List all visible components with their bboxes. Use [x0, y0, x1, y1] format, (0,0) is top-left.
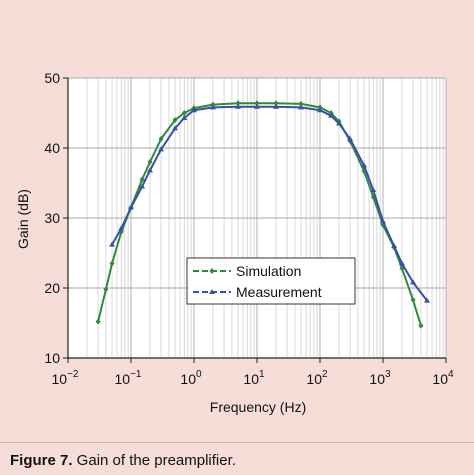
x-tick-label: 10−1 — [115, 369, 142, 387]
legend-label: Measurement — [236, 284, 322, 300]
data-point — [298, 100, 304, 107]
y-tick-label: 20 — [44, 280, 60, 296]
gain-chart: 10 20 30 40 50 10−2 10−1 100 101 102 103 104 Freque… — [15, 70, 454, 415]
data-point — [158, 146, 165, 152]
data-point — [254, 100, 260, 107]
data-point — [410, 279, 417, 285]
data-point — [139, 183, 146, 189]
x-tick-label: 104 — [432, 369, 454, 387]
data-point — [418, 322, 424, 329]
data-point — [370, 187, 377, 192]
x-tick-label: 103 — [369, 369, 391, 387]
data-point — [298, 104, 305, 110]
legend-box — [186, 257, 356, 305]
x-tick-label: 101 — [243, 369, 265, 387]
data-point — [209, 268, 215, 274]
series-layer — [95, 100, 431, 329]
caption-label: Figure 7. — [10, 452, 73, 469]
y-tick-label: 10 — [44, 350, 60, 366]
data-point — [109, 241, 116, 247]
data-point — [191, 107, 197, 113]
tick-labels: 10 20 30 40 50 10−2 10−1 100 101 102 103 104 — [44, 70, 454, 387]
x-axis-label: Frequency (Hz) — [210, 399, 306, 415]
data-point — [103, 286, 109, 293]
data-point — [347, 135, 354, 141]
y-axis-label: Gain (dB) — [15, 189, 31, 249]
y-tick-label: 50 — [44, 70, 60, 86]
data-point — [209, 289, 215, 294]
data-point — [209, 104, 216, 110]
x-tick-label: 102 — [306, 369, 328, 387]
y-tick-label: 40 — [44, 140, 60, 156]
data-point — [273, 100, 279, 107]
data-point — [398, 260, 405, 266]
data-point — [128, 204, 134, 210]
data-point — [272, 103, 279, 109]
data-point — [317, 107, 323, 113]
data-point — [118, 225, 125, 231]
data-point — [335, 120, 342, 126]
data-point — [109, 260, 115, 267]
data-point — [181, 114, 188, 120]
y-tick-label: 30 — [44, 210, 60, 226]
data-point — [424, 297, 431, 303]
data-point — [172, 117, 178, 123]
legend-label: Simulation — [236, 263, 301, 279]
data-point — [95, 318, 101, 325]
data-point — [235, 103, 242, 109]
legend-entry: Simulation — [193, 263, 301, 279]
data-point — [410, 296, 416, 303]
axes — [63, 77, 447, 363]
data-point — [235, 100, 241, 107]
data-point — [380, 218, 386, 224]
series-measurement — [109, 103, 431, 303]
legend: Simulation Measurement — [186, 257, 356, 305]
grid — [67, 77, 447, 359]
data-point — [139, 176, 145, 183]
caption-divider — [0, 442, 474, 443]
data-point — [391, 243, 398, 248]
data-point — [147, 159, 153, 165]
data-point — [146, 167, 153, 173]
data-point — [158, 135, 164, 142]
legend-entry: Measurement — [193, 284, 322, 300]
data-point — [328, 112, 335, 118]
x-tick-label: 100 — [180, 369, 202, 387]
figure-caption: Figure 7. Gain of the preamplifier. — [10, 452, 236, 469]
caption-text: Gain of the preamplifier. — [72, 452, 236, 469]
x-tick-label: 10−2 — [52, 369, 79, 387]
data-point — [172, 125, 179, 131]
data-point — [361, 162, 368, 168]
data-point — [254, 103, 260, 109]
data-point — [181, 110, 187, 116]
